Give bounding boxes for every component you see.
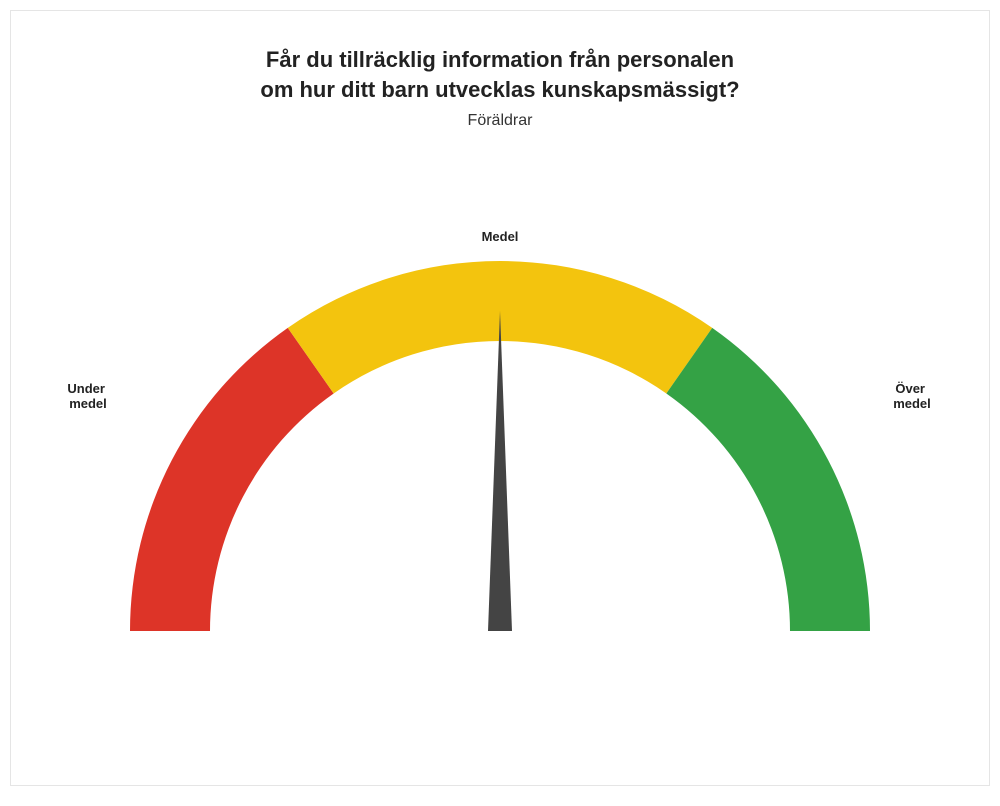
chart-frame: Får du tillräcklig information från pers… bbox=[10, 10, 990, 786]
needle-shape bbox=[488, 311, 512, 631]
gauge-container: Under medel Medel Över medel bbox=[11, 161, 989, 721]
label-over-medel: Över medel bbox=[893, 381, 931, 411]
label-under-medel: Under medel bbox=[67, 381, 108, 411]
gauge-segment-2 bbox=[666, 328, 870, 631]
gauge-needle bbox=[488, 311, 512, 631]
gauge-segment-0 bbox=[130, 328, 334, 631]
chart-subtitle: Föräldrar bbox=[11, 112, 989, 130]
label-medel: Medel bbox=[482, 229, 519, 244]
chart-title: Får du tillräcklig information från pers… bbox=[11, 45, 989, 104]
gauge-chart: Under medel Medel Över medel bbox=[60, 161, 940, 721]
